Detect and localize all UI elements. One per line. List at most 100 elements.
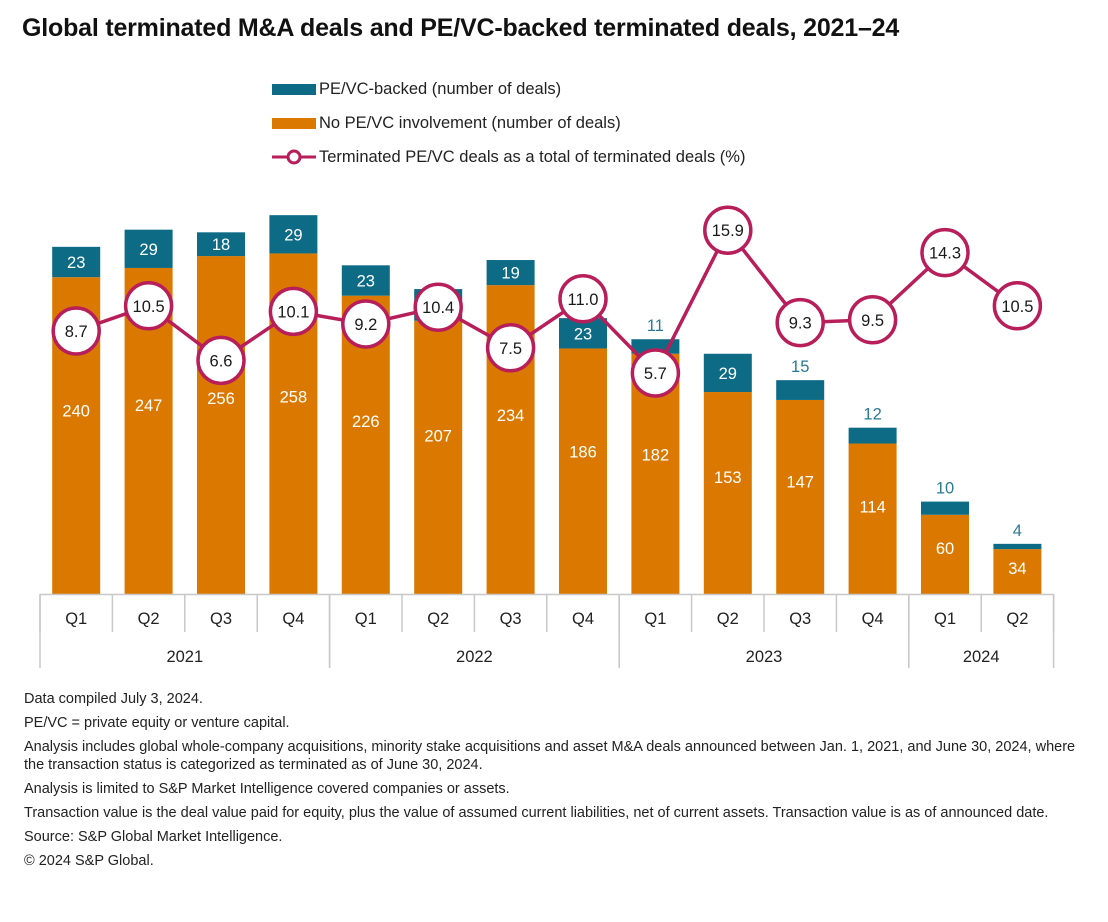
data-label-percentage: 11.0 [568,291,599,309]
bar-pe-vc [486,260,535,286]
legend-swatch-pe-vc [272,83,316,95]
data-label-pe-vc: 15 [791,358,809,376]
x-tick-label-quarter: Q3 [500,610,522,628]
data-label-pe-vc: 12 [863,406,881,424]
bar-no-pe-vc [197,256,245,594]
legend-label-pe-vc: PE/VC-backed (number of deals) [319,79,562,98]
data-label-no-pe-vc: 256 [207,390,235,408]
data-label-pe-vc: 29 [719,365,737,383]
data-label-percentage: 10.1 [277,303,309,321]
percentage-marker [703,205,753,255]
footnote-transaction-value: Transaction value is the deal value paid… [24,805,1049,821]
x-group-label-year: 2023 [746,648,783,666]
bar-no-pe-vc [559,348,607,594]
legend-item-percentage-line: Terminated PE/VC deals as a total of ter… [272,140,745,174]
data-label-no-pe-vc: 207 [424,428,452,446]
percentage-marker [775,297,825,348]
data-label-pe-vc: 29 [139,241,157,259]
data-label-percentage: 14.3 [929,245,961,263]
bar-pe-vc [703,353,752,393]
data-label-no-pe-vc: 182 [642,447,670,465]
percentage-marker [920,227,970,278]
chart-plot: 2402324729256182582922623207242341918623… [39,205,1055,668]
x-tick-label-quarter: Q4 [572,610,594,628]
x-tick-label-quarter: Q2 [138,610,160,628]
percentage-marker [196,335,246,386]
chart-title: Global terminated M&A deals and PE/VC-ba… [22,14,900,42]
legend-line-marker-icon [272,149,316,165]
bar-pe-vc [776,380,825,400]
bar-pe-vc [269,215,318,254]
legend: PE/VC-backed (number of deals) No PE/VC … [272,72,745,174]
legend-swatch-line [272,147,316,167]
legend-label-no-pe-vc: No PE/VC involvement (number of deals) [319,113,621,132]
bar-no-pe-vc [848,443,897,594]
data-label-pe-vc: 23 [357,273,375,291]
footnote-copyright: © 2024 S&P Global. [24,853,154,869]
data-label-percentage: 9.3 [789,315,812,333]
footnote-pe-vc-definition: PE/VC = private equity or venture capita… [24,715,290,731]
bar-no-pe-vc [993,549,1042,594]
data-label-percentage: 10.5 [1001,298,1033,316]
footnote-analysis-scope: Analysis includes global whole-company a… [24,739,1076,773]
bar-pe-vc [197,232,245,257]
data-label-pe-vc: 29 [284,226,302,244]
percentage-marker [558,274,608,324]
bar-pe-vc [52,246,101,278]
footnote-source: Source: S&P Global Market Intelligence. [24,829,283,845]
percentage-marker [341,299,391,349]
bars-layer: 2402324729256182582922623207242341918623… [52,215,1042,594]
data-label-percentage: 6.6 [210,352,233,370]
x-group-label-year: 2021 [166,648,203,666]
legend-item-pe-vc: PE/VC-backed (number of deals) [272,72,745,106]
footnote-data-compiled: Data compiled July 3, 2024. [24,691,203,707]
data-label-percentage: 5.7 [644,365,667,383]
data-label-percentage: 9.5 [861,312,884,330]
x-tick-label-quarter: Q1 [644,610,666,628]
data-label-no-pe-vc: 258 [280,388,308,406]
data-label-no-pe-vc: 226 [352,413,380,431]
data-label-pe-vc: 11 [647,317,664,335]
bar-pe-vc [124,229,173,268]
data-label-pe-vc: 23 [67,254,85,272]
percentage-marker [268,286,319,337]
data-label-percentage: 10.5 [133,298,165,316]
x-tick-label-quarter: Q2 [717,610,739,628]
bar-no-pe-vc [921,514,969,594]
percentage-marker [630,348,681,398]
x-tick-label-quarter: Q4 [862,610,884,628]
x-tick-label-quarter: Q2 [1006,610,1028,628]
data-label-pe-vc: 19 [501,265,519,283]
data-label-no-pe-vc: 247 [135,397,163,415]
percentage-marker [123,281,174,331]
x-group-label-year: 2022 [456,648,493,666]
x-tick-label-quarter: Q1 [934,610,956,628]
data-label-no-pe-vc: 234 [497,407,525,425]
x-tick-label-quarter: Q2 [427,610,449,628]
percentage-marker [51,306,101,356]
footnote-coverage: Analysis is limited to S&P Market Intell… [24,781,510,797]
percentage-line-layer: 8.7 10.5 6.6 10.1 9.2 10.4 7.5 11.0 5.7 15.9 9.3 9.… [51,205,1043,398]
data-label-pe-vc: 18 [212,236,230,254]
bar-no-pe-vc [414,320,463,594]
data-label-no-pe-vc: 153 [714,469,742,487]
data-label-no-pe-vc: 60 [936,540,954,558]
x-group-label-year: 2024 [963,648,1000,666]
bar-pe-vc [341,265,390,296]
x-tick-label-quarter: Q1 [65,610,87,628]
data-label-pe-vc: 10 [936,480,954,498]
data-label-no-pe-vc: 34 [1008,560,1026,578]
percentage-marker [485,323,536,373]
x-tick-label-quarter: Q3 [210,610,232,628]
bar-pe-vc [848,427,897,444]
data-label-pe-vc: 23 [574,325,592,343]
data-label-no-pe-vc: 114 [859,499,885,517]
data-label-percentage: 7.5 [499,340,522,358]
data-label-percentage: 15.9 [712,222,744,240]
data-label-percentage: 10.4 [422,299,454,317]
legend-swatch-no-pe-vc [272,117,316,129]
data-label-pe-vc: 4 [1013,522,1022,540]
legend-label-percentage-line: Terminated PE/VC deals as a total of ter… [319,147,746,166]
footnotes: Data compiled July 3, 2024. PE/VC = priv… [24,690,1084,876]
percentage-marker [992,281,1043,331]
